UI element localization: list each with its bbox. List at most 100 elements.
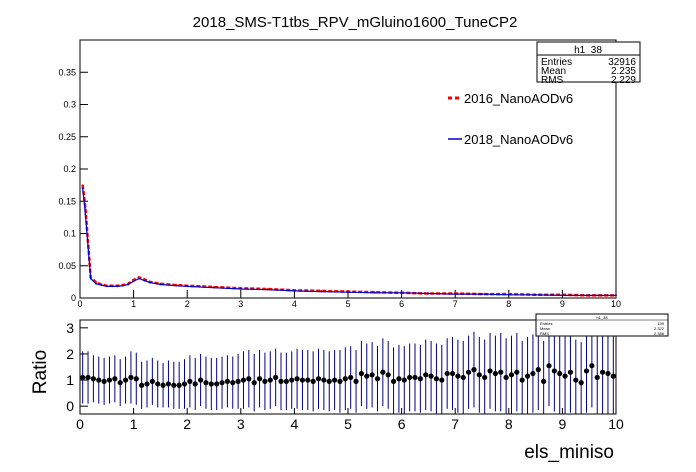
ratio-x-tick-label: 7: [451, 416, 459, 432]
ratio-point: [337, 378, 343, 384]
ratio-stats-name: h1_38: [596, 315, 608, 320]
ratio-point: [503, 374, 509, 381]
ratio-x-tick-label: 3: [237, 416, 245, 432]
top-y-tick-label: 0: [71, 293, 76, 303]
ratio-point: [101, 378, 107, 384]
ratio-x-tick-label: 5: [344, 416, 352, 432]
ratio-point: [315, 376, 322, 382]
ratio-point: [192, 381, 198, 387]
ratio-point: [353, 378, 359, 384]
ratio-point: [541, 378, 547, 384]
ratio-point: [176, 382, 182, 388]
ratio-point: [165, 381, 172, 387]
series-point-1: [534, 293, 537, 296]
series-point-1: [266, 288, 269, 291]
legend: 2016_NanoAODv6 2018_NanoAODv6: [448, 91, 573, 147]
top-x-tick-label: 9: [560, 299, 565, 309]
ratio-point: [171, 382, 177, 388]
stats-box: h1_38 Entries 32916 Mean 2.235 RMS 2.229: [536, 41, 641, 86]
ratio-point: [562, 373, 568, 379]
series-point-0: [138, 276, 140, 279]
ratio-point: [326, 378, 332, 384]
top-series-group: [81, 184, 617, 297]
ratio-point: [278, 378, 284, 384]
ratio-x-tick-label: 8: [505, 416, 513, 432]
ratio-point: [439, 377, 445, 383]
top-x-tick-label: 4: [292, 299, 297, 309]
ratio-point: [256, 376, 263, 382]
top-y-tick-label: 0.3: [63, 100, 76, 110]
ratio-point: [401, 377, 407, 383]
ratio-stats-rms-label: RMS: [540, 331, 549, 336]
top-y-tick-label: 0.25: [58, 132, 76, 142]
series-point-1: [213, 286, 215, 289]
stats-entries-label: Entries: [541, 57, 572, 68]
ratio-point: [476, 372, 482, 378]
ratio-point: [294, 376, 300, 382]
ratio-point: [594, 374, 600, 381]
series-point-1: [293, 290, 296, 292]
ratio-stats-box: h1_38 Entries 159 Mean 2.322 RMS 2.386: [535, 313, 669, 337]
ratio-point: [160, 382, 166, 388]
ratio-point: [181, 381, 188, 387]
ratio-point: [535, 367, 541, 373]
ratio-point: [364, 373, 370, 379]
stats-entries-value: 32916: [608, 57, 636, 68]
ratio-point: [471, 367, 477, 373]
ratio-point: [578, 380, 584, 386]
ratio-point: [198, 377, 204, 383]
stats-box-body: [536, 54, 641, 83]
series-point-1: [81, 187, 84, 190]
ratio-point: [482, 374, 488, 381]
ratio-stats-frame: [535, 313, 669, 337]
ratio-point: [600, 369, 606, 375]
ratio-point: [583, 368, 590, 374]
ratio-point: [348, 374, 354, 381]
ratio-point: [573, 377, 579, 383]
ratio-point: [342, 376, 348, 382]
series-point-1: [239, 288, 242, 290]
series-point-1: [507, 293, 510, 296]
ratio-point: [224, 378, 230, 384]
ratio-point: [155, 381, 161, 387]
ratio-point: [144, 381, 150, 387]
top-x-tick-label: 3: [238, 299, 243, 309]
ratio-point: [487, 368, 493, 374]
top-x-tick-label: 1: [131, 299, 136, 309]
series-point-1: [427, 292, 430, 295]
series-point-1: [400, 291, 403, 294]
ratio-point: [305, 377, 311, 383]
ratio-point: [530, 370, 536, 377]
ratio-point: [289, 377, 295, 383]
ratio-point: [214, 381, 220, 387]
series-point-1: [454, 293, 457, 296]
ratio-point: [610, 373, 616, 379]
ratio-y-axis-label: Ratio: [30, 350, 51, 394]
ratio-point: [369, 372, 375, 378]
ratio-stats-entries-value: 159: [657, 321, 664, 326]
ratio-point: [449, 370, 456, 377]
ratio-point: [444, 370, 450, 377]
ratio-point: [251, 380, 257, 386]
ratio-point: [589, 363, 595, 369]
ratio-x-tick-label: 2: [183, 416, 191, 432]
ratio-x-tick-label: 10: [608, 416, 624, 432]
ratio-point: [85, 374, 91, 381]
ratio-point: [310, 378, 316, 384]
stats-mean-label: Mean: [541, 66, 566, 77]
ratio-point: [390, 378, 397, 384]
ratio-point: [567, 369, 574, 375]
ratio-point: [514, 369, 520, 375]
ratio-point: [139, 382, 145, 388]
top-x-tick-label: 8: [506, 299, 511, 309]
top-x-tick-label: 2: [185, 299, 190, 309]
series-point-1: [373, 291, 376, 294]
series-point-1: [186, 285, 189, 288]
ratio-point: [283, 378, 289, 384]
ratio-point: [396, 376, 402, 382]
ratio-point: [508, 372, 515, 378]
legend-label-2016: 2016_NanoAODv6: [464, 91, 573, 106]
ratio-point: [273, 374, 279, 381]
ratio-y-tick-label: 1: [66, 372, 74, 388]
